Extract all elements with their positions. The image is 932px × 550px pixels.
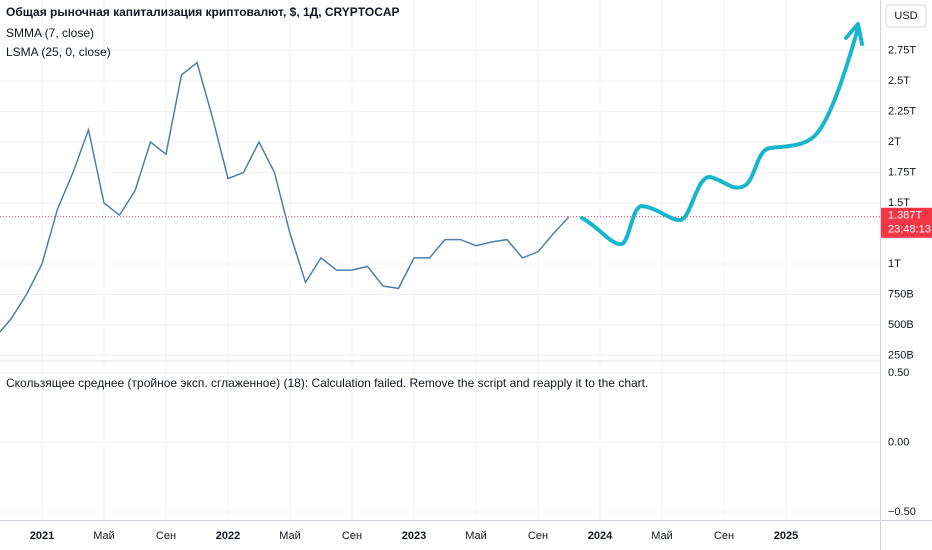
- y-tick-label: 1.5T: [888, 197, 910, 209]
- y-tick-label: 0.00: [888, 436, 909, 448]
- currency-label[interactable]: USD: [894, 10, 917, 22]
- x-tick-label: Май: [93, 530, 115, 542]
- x-tick-label: 2022: [216, 530, 240, 542]
- currency-button[interactable]: [885, 4, 927, 28]
- y-tick-label: 500B: [888, 319, 914, 331]
- x-tick-label: Май: [279, 530, 301, 542]
- y-tick-label: 2.5T: [888, 75, 910, 87]
- plot: [0, 61, 880, 334]
- last-price-label: 1.387T: [888, 210, 923, 222]
- y-tick-label: 1.75T: [888, 166, 916, 178]
- price-line: [0, 61, 570, 334]
- x-tick-label: 2024: [588, 530, 613, 542]
- drawing: [580, 22, 864, 247]
- x-tick-label: Сен: [156, 530, 176, 542]
- indicator-label: LSMA (25, 0, close): [6, 45, 111, 59]
- y-tick-label: 2.75T: [888, 44, 916, 56]
- last-price-box: [881, 207, 932, 238]
- x-tick-label: 2021: [30, 530, 54, 542]
- y-tick-label: −0.50: [888, 506, 916, 518]
- x-tick-label: Май: [651, 530, 673, 542]
- grid: [0, 0, 880, 520]
- x-tick-label: Сен: [528, 530, 548, 542]
- y-tick-label: 750B: [888, 288, 914, 300]
- x-tick-label: Сен: [342, 530, 362, 542]
- y-tick-label: 1T: [888, 258, 901, 270]
- x-tick-label: 2025: [774, 530, 798, 542]
- y-tick-label: 250B: [888, 349, 914, 361]
- countdown-label: 23:48:13: [888, 224, 931, 236]
- indicator-message: Скользящее среднее (тройное эксп. сглаже…: [6, 376, 648, 390]
- x-tick-label: Сен: [714, 530, 734, 542]
- y-tick-label: 0.50: [888, 367, 909, 379]
- y-tick-label: 2T: [888, 136, 901, 148]
- y-tick-label: 2.25T: [888, 105, 916, 117]
- x-tick-label: 2023: [402, 530, 426, 542]
- chart-title: Общая рыночная капитализация криптовалют…: [6, 5, 400, 19]
- x-tick-label: Май: [465, 530, 487, 542]
- indicator-label: SMMA (7, close): [6, 26, 94, 40]
